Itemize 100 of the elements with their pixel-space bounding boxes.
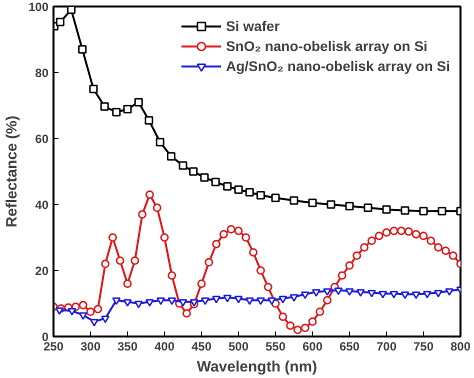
point	[101, 260, 110, 268]
point	[90, 318, 98, 326]
point	[234, 185, 243, 194]
legend-label: Si wafer	[226, 18, 280, 34]
point	[226, 225, 236, 234]
point	[123, 104, 132, 114]
point	[166, 152, 176, 161]
point	[256, 191, 265, 200]
point	[200, 297, 210, 305]
y-tick-label: 20	[35, 264, 49, 278]
point	[278, 312, 288, 321]
point	[156, 138, 164, 146]
point	[134, 98, 143, 106]
x-tick-label: 300	[80, 340, 101, 354]
point	[234, 296, 243, 304]
point	[323, 296, 332, 304]
point	[268, 297, 276, 305]
point	[364, 204, 372, 212]
point	[323, 288, 332, 296]
x-tick-label: 600	[302, 340, 323, 354]
point	[78, 312, 88, 320]
point	[219, 230, 228, 238]
point	[390, 226, 398, 236]
point	[116, 256, 124, 265]
point	[278, 296, 288, 304]
point	[67, 6, 76, 14]
point	[400, 291, 410, 300]
point	[445, 288, 454, 296]
point	[338, 271, 346, 280]
point	[112, 108, 121, 116]
x-tick-label: 400	[154, 340, 175, 354]
point	[78, 300, 88, 310]
point	[390, 290, 398, 298]
point	[345, 288, 354, 296]
point	[434, 290, 443, 298]
x-tick-label: 500	[228, 340, 249, 354]
point	[300, 324, 310, 332]
point	[345, 261, 354, 270]
point	[245, 188, 254, 197]
point	[397, 226, 406, 236]
x-tick-label: 800	[450, 340, 471, 354]
point	[144, 116, 154, 125]
point	[426, 236, 436, 246]
point	[101, 316, 110, 324]
x-tick-label: 700	[376, 340, 397, 354]
x-tick-label: 250	[43, 340, 64, 354]
point	[160, 233, 169, 242]
point	[55, 307, 64, 315]
point	[448, 251, 458, 260]
point	[249, 248, 258, 257]
point	[138, 210, 147, 219]
point	[234, 226, 243, 236]
point	[242, 233, 250, 242]
point	[89, 84, 98, 94]
point	[212, 296, 221, 304]
point	[374, 232, 384, 240]
point	[78, 45, 87, 54]
point	[422, 290, 432, 298]
point	[300, 291, 310, 300]
point	[112, 297, 121, 305]
point	[412, 291, 420, 300]
point	[245, 297, 254, 305]
point	[345, 202, 354, 210]
point	[367, 290, 376, 298]
point	[352, 251, 362, 260]
point	[312, 289, 320, 297]
x-tick-label: 550	[265, 340, 286, 354]
point	[134, 300, 143, 308]
y-tick-label: 60	[35, 132, 49, 146]
x-tick-label: 750	[413, 340, 434, 354]
point	[334, 288, 343, 296]
y-tick-label: 80	[35, 66, 49, 80]
y-tick-label: 40	[35, 198, 49, 212]
point	[367, 236, 376, 246]
point	[400, 206, 410, 215]
point	[441, 246, 450, 255]
point	[123, 279, 132, 288]
y-tick-label: 100	[28, 0, 49, 14]
point	[197, 279, 206, 288]
point	[145, 299, 154, 307]
point	[68, 308, 76, 316]
point	[286, 321, 295, 330]
point	[412, 230, 420, 238]
point	[211, 178, 220, 186]
point	[123, 299, 132, 307]
point	[434, 243, 443, 252]
point	[404, 227, 413, 236]
point	[382, 205, 391, 214]
point	[360, 243, 369, 252]
y-axis-title: Reflectance (%)	[3, 116, 20, 228]
point	[308, 317, 317, 326]
point	[419, 206, 428, 216]
point	[168, 271, 176, 280]
point	[156, 297, 166, 305]
point	[152, 204, 162, 212]
x-axis-title: Wavelength (nm)	[196, 358, 318, 376]
point	[130, 256, 140, 265]
point	[182, 309, 191, 318]
point	[256, 266, 265, 275]
point	[438, 206, 446, 216]
